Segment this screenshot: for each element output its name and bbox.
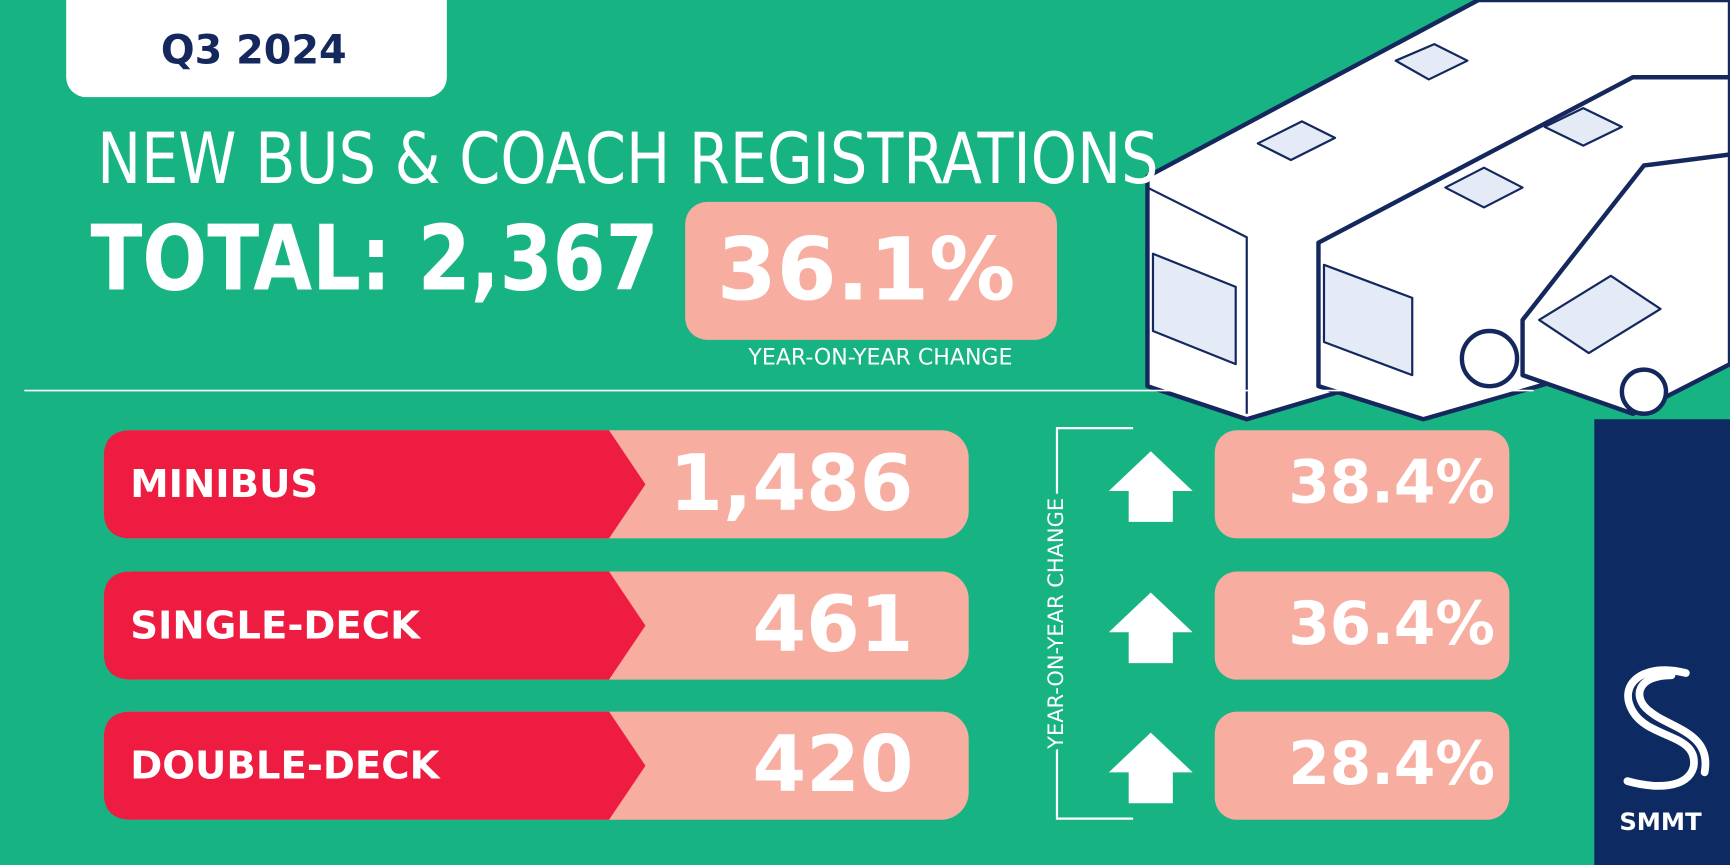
row-value: 420 [752,720,913,810]
row-name: MINIBUS [130,462,318,507]
row-value: 461 [752,580,913,670]
badge-box [66,0,447,98]
row-name: SINGLE-DECK [130,603,422,648]
total: TOTAL: 2,367 [90,207,658,312]
title: NEW BUS & COACH REGISTRATIONS [97,117,1158,200]
row-change: 36.4% [1288,590,1495,659]
vehicle-illustration [1145,0,1730,422]
row-label-box [103,571,646,680]
change-box [1214,571,1510,680]
row-change: 28.4% [1288,730,1495,799]
change-box [1214,430,1510,539]
total-change: 36.1% [717,220,1016,320]
row-name: DOUBLE-DECK [130,743,441,788]
row-label-box [103,711,646,820]
row-change: 38.4% [1288,449,1495,518]
bracket [1055,426,1134,820]
logo-text: SMMT [1619,807,1702,836]
up-arrow [1108,451,1193,522]
total-change-box [685,201,1057,340]
badge: Q3 2024 [161,27,347,73]
row-value: 1,486 [669,439,913,529]
brand-strip [1594,419,1730,865]
up-arrow [1108,732,1193,804]
change-box [1214,711,1510,820]
up-arrow [1108,592,1193,664]
row-label-box [103,430,646,539]
change-axis-label: YEAR-ON-YEAR CHANGE [1044,498,1068,750]
rows: MINIBUS 1,486 38.4% SINGLE-DECK 461 36.4% DOUB… [103,430,1510,820]
total-change-label: YEAR-ON-YEAR CHANGE [747,346,1012,371]
logo-mark [1623,666,1710,790]
